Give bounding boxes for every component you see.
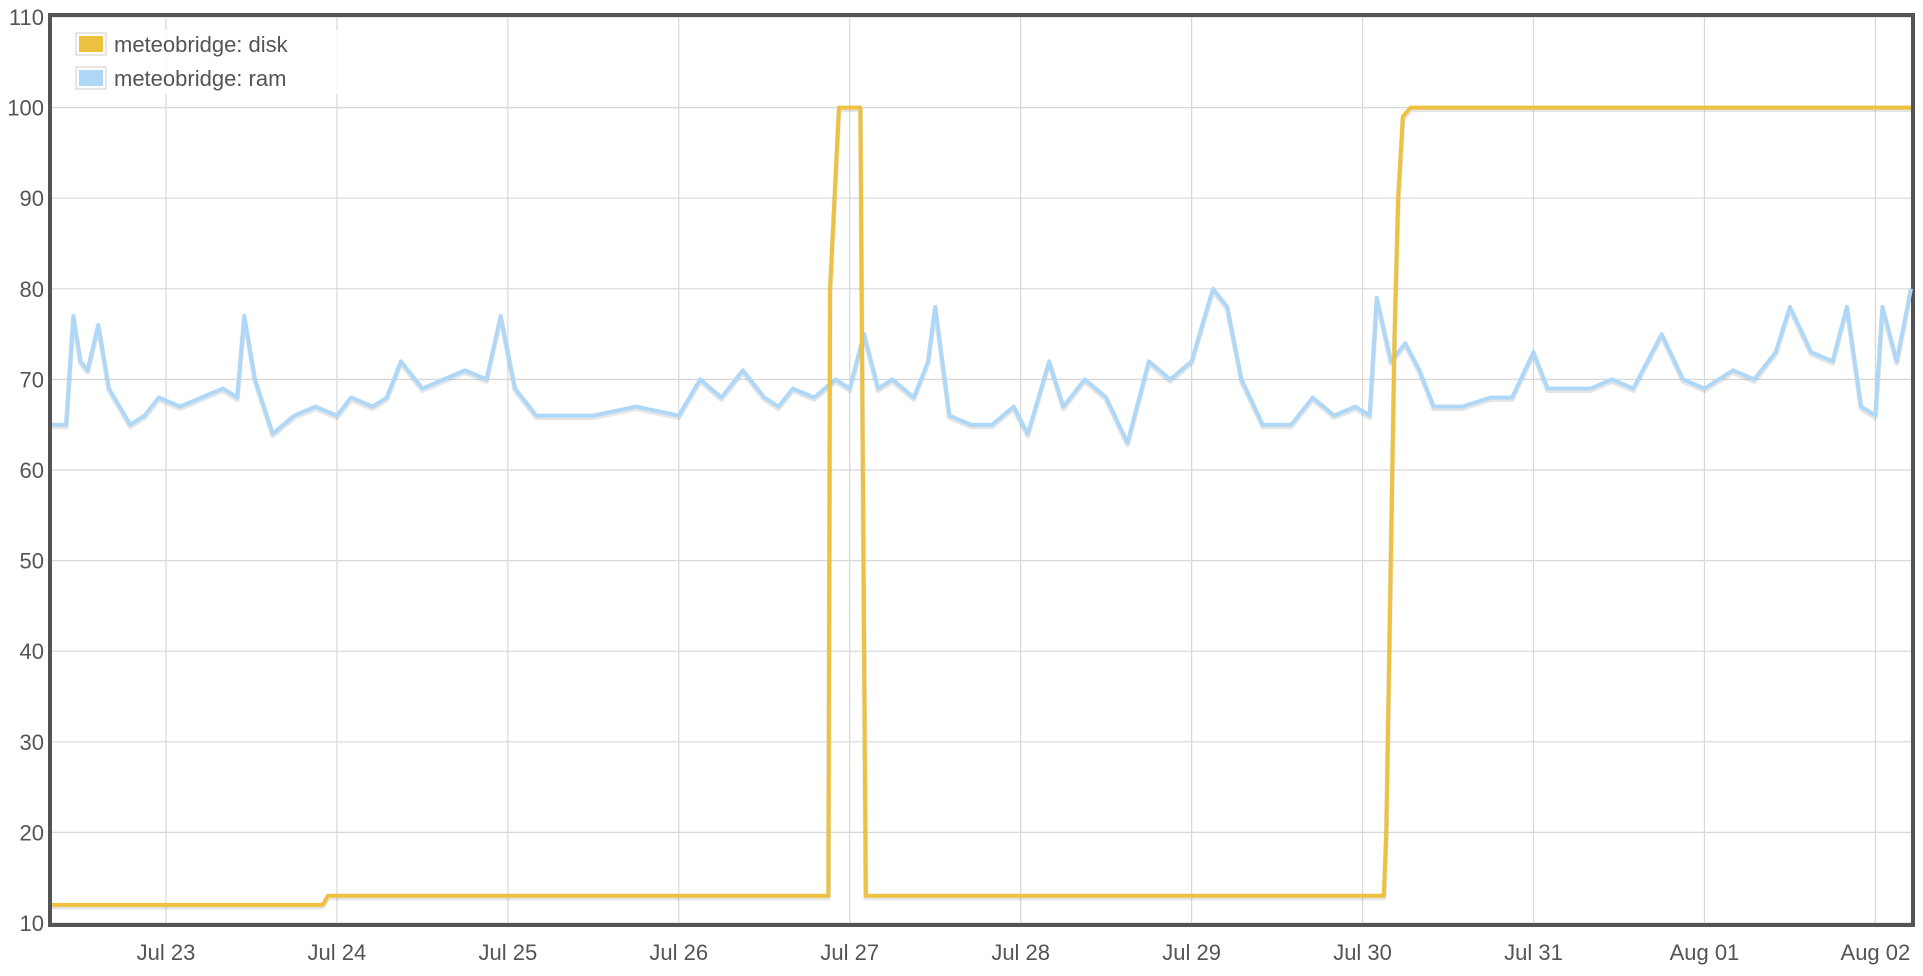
y-tick-label: 100	[7, 96, 44, 121]
y-tick-label: 70	[20, 367, 44, 392]
y-tick-label: 80	[20, 277, 44, 302]
series-ram	[52, 286, 1914, 448]
legend-background	[72, 30, 344, 94]
legend-label-ram: meteobridge: ram	[114, 66, 286, 91]
plot-frame	[48, 13, 1915, 927]
grid	[52, 16, 1911, 924]
legend-entry-disk: meteobridge: disk	[75, 32, 289, 57]
x-tick-label: Jul 30	[1333, 940, 1392, 965]
y-tick-label: 40	[20, 639, 44, 664]
series-layer	[52, 105, 1914, 910]
y-tick-label: 60	[20, 458, 44, 483]
series-line-shadow	[52, 107, 1911, 910]
y-tick-label: 110	[9, 5, 44, 30]
x-tick-label: Aug 01	[1670, 940, 1740, 965]
legend-swatch-ram	[79, 70, 103, 86]
series-line	[52, 105, 1911, 907]
x-tick-label: Jul 31	[1504, 940, 1563, 965]
x-tick-label: Aug 02	[1841, 940, 1911, 965]
legend-label-disk: meteobridge: disk	[114, 32, 289, 57]
y-tick-label: 50	[20, 549, 44, 574]
y-tick-label: 20	[20, 820, 44, 845]
x-tick-label: Jul 29	[1162, 940, 1221, 965]
x-tick-label: Jul 26	[649, 940, 708, 965]
y-tick-label: 90	[20, 186, 44, 211]
legend-swatch-border	[75, 32, 107, 56]
y-tick-label: 30	[20, 730, 44, 755]
x-tick-label: Jul 28	[991, 940, 1050, 965]
x-tick-label: Jul 24	[308, 940, 367, 965]
legend-entry-ram: meteobridge: ram	[75, 66, 286, 91]
series-line	[52, 286, 1913, 445]
legend: meteobridge: disk meteobridge: ram	[72, 30, 344, 94]
x-tick-label: Jul 23	[137, 940, 196, 965]
legend-swatch-disk	[79, 36, 103, 52]
x-axis-ticks: Jul 23 Jul 24 Jul 25 Jul 26 Jul 27 Jul 28 Jul …	[137, 940, 1911, 965]
y-tick-label: 10	[20, 911, 44, 936]
y-axis-ticks: 10 20 30 40 50 60 70 80 90 100 110	[7, 5, 44, 936]
x-tick-label: Jul 27	[820, 940, 879, 965]
x-tick-label: Jul 25	[478, 940, 537, 965]
series-line-shadow	[52, 288, 1914, 448]
series-disk	[52, 105, 1911, 910]
legend-swatch-border	[75, 66, 107, 90]
